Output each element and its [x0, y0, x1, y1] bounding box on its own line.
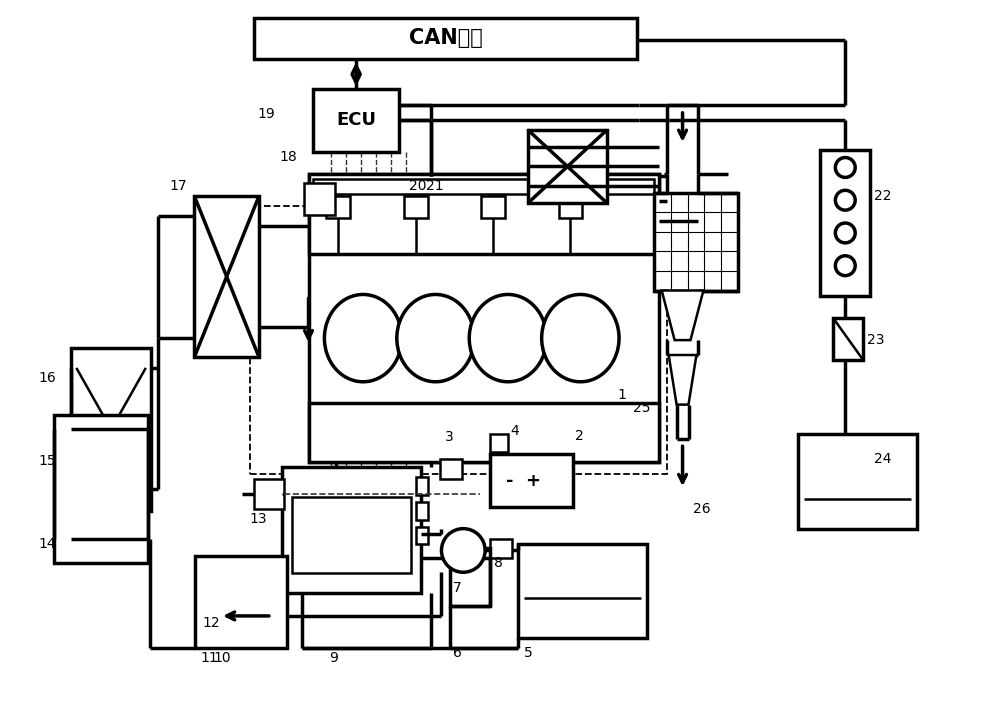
Bar [194, 196, 259, 357]
Bar [309, 174, 659, 253]
Bar [254, 18, 637, 59]
Bar [250, 206, 667, 474]
Text: 16: 16 [39, 371, 56, 385]
Bar [404, 196, 428, 218]
Text: 22: 22 [874, 189, 892, 203]
Bar [309, 174, 659, 462]
Text: 13: 13 [249, 512, 267, 526]
Bar [654, 193, 738, 290]
Bar [254, 479, 284, 509]
Bar [416, 502, 428, 520]
Circle shape [835, 158, 855, 178]
Text: 5: 5 [524, 646, 533, 660]
Text: 4: 4 [510, 424, 519, 438]
Circle shape [835, 223, 855, 243]
Bar [309, 403, 659, 462]
Text: 6: 6 [453, 646, 462, 660]
Bar [518, 544, 647, 638]
Text: 24: 24 [874, 452, 892, 466]
Bar [217, 569, 242, 588]
Text: 10: 10 [213, 651, 231, 665]
Text: 1: 1 [617, 388, 626, 401]
Text: 19: 19 [258, 107, 276, 121]
Bar [282, 467, 421, 593]
Text: 21: 21 [426, 179, 443, 193]
Ellipse shape [324, 295, 402, 382]
Bar [416, 527, 428, 544]
Text: ECU: ECU [336, 111, 376, 130]
Polygon shape [669, 355, 696, 404]
Bar [559, 196, 582, 218]
Text: 8: 8 [494, 556, 503, 571]
Text: 26: 26 [693, 502, 711, 515]
Text: 11: 11 [200, 651, 218, 665]
Text: 15: 15 [39, 454, 56, 468]
Circle shape [441, 529, 485, 572]
Text: 25: 25 [633, 401, 650, 415]
Bar [326, 196, 350, 218]
Bar [304, 183, 335, 215]
Bar [450, 549, 490, 606]
Bar [313, 89, 399, 152]
Text: 7: 7 [452, 581, 461, 595]
Text: 9: 9 [329, 651, 338, 665]
Bar [490, 435, 508, 452]
Bar [416, 477, 428, 495]
Circle shape [835, 256, 855, 275]
Circle shape [835, 190, 855, 210]
Bar [490, 539, 512, 559]
Bar [54, 414, 148, 564]
Ellipse shape [469, 295, 547, 382]
Bar [313, 179, 654, 194]
Bar [490, 455, 573, 507]
Text: 17: 17 [170, 179, 187, 193]
Ellipse shape [397, 295, 474, 382]
Bar [528, 130, 607, 203]
Text: 2: 2 [575, 429, 584, 443]
Text: 3: 3 [445, 430, 454, 445]
Text: 18: 18 [280, 149, 297, 164]
Ellipse shape [542, 295, 619, 382]
Text: CAN总线: CAN总线 [409, 28, 482, 48]
Bar [833, 319, 863, 360]
Text: 12: 12 [202, 616, 220, 630]
Text: 20: 20 [409, 179, 426, 193]
Bar [292, 497, 411, 573]
Text: 14: 14 [39, 537, 56, 551]
Bar [71, 348, 151, 510]
Bar [820, 149, 870, 297]
Bar [440, 459, 462, 479]
Text: -  +: - + [506, 472, 541, 490]
Bar [798, 435, 917, 529]
Bar [195, 556, 287, 648]
Polygon shape [662, 290, 703, 340]
Bar [481, 196, 505, 218]
Text: 23: 23 [867, 333, 885, 347]
